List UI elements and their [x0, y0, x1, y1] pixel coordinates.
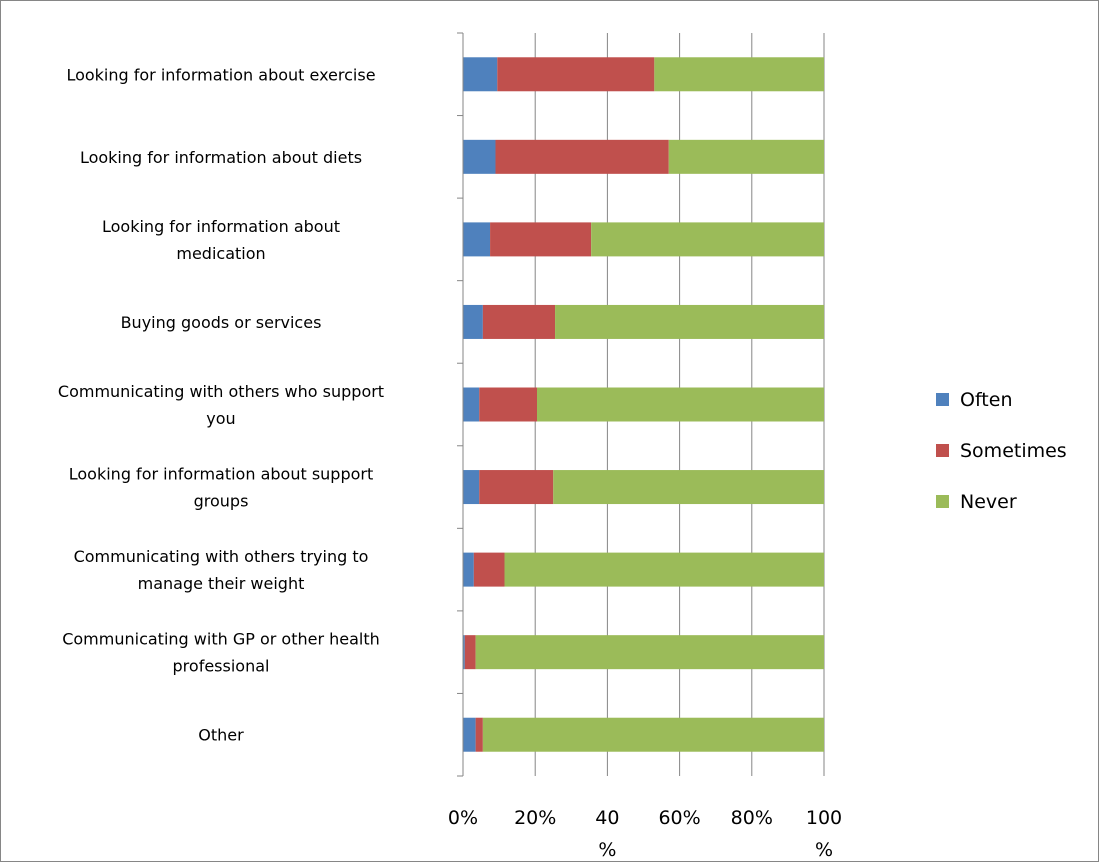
category-label: Looking for information about support gro… — [69, 465, 374, 511]
bar-often — [463, 222, 491, 257]
bar-often — [463, 635, 465, 670]
category-label: Looking for information about diets — [80, 148, 362, 167]
tick-label: 20% — [514, 807, 556, 829]
category-label: Looking for information about exercise — [66, 65, 375, 84]
legend-swatch-never — [936, 495, 949, 508]
legend-label-never: Never — [960, 491, 1017, 513]
legend: Often Sometimes Never — [936, 389, 1067, 513]
bar-sometimes — [497, 57, 655, 92]
bar-never — [654, 57, 824, 92]
bar-often — [463, 717, 476, 752]
bar-never — [537, 387, 824, 422]
category-label: Buying goods or services — [121, 313, 322, 332]
bar-sometimes — [475, 717, 483, 752]
category-label: Communicating with others who support you — [58, 382, 384, 428]
tick-label: 40% — [595, 807, 619, 861]
bar-never — [475, 635, 824, 670]
legend-swatch-often — [936, 393, 949, 406]
tick-label: 80% — [731, 807, 773, 829]
bar-never — [555, 304, 824, 339]
tick-label: 0% — [448, 807, 478, 829]
bar-sometimes — [473, 552, 505, 587]
bar-sometimes — [464, 635, 476, 670]
bar-often — [463, 57, 498, 92]
bar-sometimes — [479, 387, 538, 422]
legend-label-sometimes: Sometimes — [960, 440, 1067, 462]
bar-never — [668, 139, 824, 174]
category-label: Looking for information about medication — [102, 217, 340, 263]
category-label: Communicating with GP or other health pro… — [62, 630, 380, 676]
legend-label-often: Often — [960, 389, 1013, 411]
bar-sometimes — [490, 222, 592, 257]
bar-often — [463, 470, 480, 505]
bar-often — [463, 139, 496, 174]
tick-label: 100% — [806, 807, 842, 861]
bar-often — [463, 304, 483, 339]
category-label: Communicating with others trying to manag… — [74, 547, 369, 593]
bar-never — [504, 552, 824, 587]
bar-never — [591, 222, 824, 257]
bar-never — [482, 717, 824, 752]
bar-sometimes — [479, 470, 554, 505]
bars — [463, 57, 824, 752]
category-labels: Looking for information about exercise Lo… — [58, 65, 384, 744]
bar-sometimes — [495, 139, 669, 174]
category-label: Other — [198, 726, 244, 745]
tick-label: 60% — [658, 807, 700, 829]
bar-often — [463, 552, 474, 587]
bar-sometimes — [482, 304, 556, 339]
category-axis — [457, 32, 464, 777]
bar-often — [463, 387, 480, 422]
legend-swatch-sometimes — [936, 444, 949, 457]
bar-never — [553, 470, 824, 505]
value-axis-tick-labels: 0% 20% 40 % 60% 80% 100% — [448, 807, 842, 861]
